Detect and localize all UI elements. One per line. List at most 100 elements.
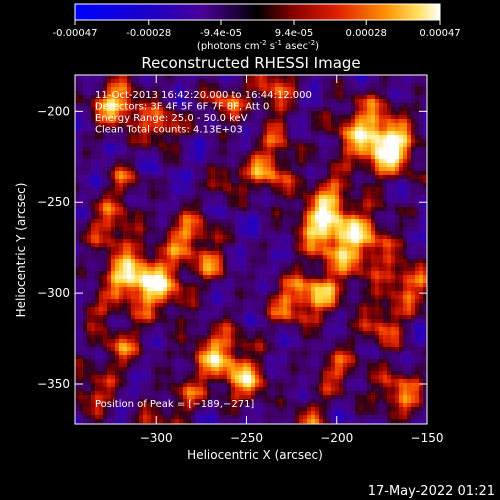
heatmap-cell: [315, 191, 319, 195]
heatmap-cell: [303, 287, 307, 291]
heatmap-cell: [187, 87, 191, 91]
heatmap-cell: [143, 243, 147, 247]
heatmap-cell: [239, 279, 243, 283]
heatmap-cell: [119, 291, 123, 295]
heatmap-cell: [99, 79, 103, 83]
heatmap-cell: [303, 247, 307, 251]
heatmap-cell: [239, 179, 243, 183]
heatmap-cell: [403, 295, 407, 299]
heatmap-cell: [175, 287, 179, 291]
heatmap-cell: [363, 259, 367, 263]
heatmap-cell: [295, 167, 299, 171]
heatmap-cell: [379, 171, 383, 175]
heatmap-cell: [299, 143, 303, 147]
heatmap-cell: [271, 183, 275, 187]
heatmap-cell: [75, 287, 79, 291]
heatmap-cell: [263, 95, 267, 99]
heatmap-cell: [331, 75, 335, 79]
heatmap-cell: [259, 103, 263, 107]
heatmap-cell: [247, 115, 251, 119]
heatmap-cell: [115, 119, 119, 123]
heatmap-cell: [403, 163, 407, 167]
heatmap-cell: [383, 199, 387, 203]
heatmap-cell: [295, 195, 299, 199]
heatmap-cell: [143, 187, 147, 191]
heatmap-cell: [367, 159, 371, 163]
heatmap-cell: [99, 191, 103, 195]
heatmap-cell: [355, 275, 359, 279]
heatmap-cell: [239, 203, 243, 207]
heatmap-cell: [295, 131, 299, 135]
heatmap-cell: [331, 251, 335, 255]
heatmap-cell: [415, 127, 419, 131]
heatmap-cell: [371, 223, 375, 227]
heatmap-cell: [379, 107, 383, 111]
heatmap-cell: [111, 179, 115, 183]
heatmap-cell: [391, 159, 395, 163]
heatmap-cell: [359, 247, 363, 251]
heatmap-cell: [391, 227, 395, 231]
heatmap-cell: [183, 87, 187, 91]
heatmap-cell: [195, 123, 199, 127]
heatmap-cell: [99, 291, 103, 295]
heatmap-cell: [187, 299, 191, 303]
heatmap-cell: [183, 95, 187, 99]
heatmap-cell: [195, 171, 199, 175]
heatmap-cell: [399, 279, 403, 283]
heatmap-cell: [119, 231, 123, 235]
heatmap-cell: [79, 243, 83, 247]
heatmap-cell: [191, 263, 195, 267]
heatmap-cell: [87, 263, 91, 267]
heatmap-cell: [95, 263, 99, 267]
heatmap-cell: [339, 215, 343, 219]
heatmap-cell: [239, 259, 243, 263]
heatmap-cell: [335, 171, 339, 175]
heatmap-cell: [291, 87, 295, 91]
heatmap-cell: [179, 171, 183, 175]
heatmap-cell: [79, 119, 83, 123]
heatmap-cell: [299, 119, 303, 123]
heatmap-cell: [147, 79, 151, 83]
heatmap-cell: [163, 191, 167, 195]
heatmap-cell: [147, 171, 151, 175]
heatmap-cell: [223, 295, 227, 299]
heatmap-cell: [271, 175, 275, 179]
heatmap-cell: [403, 175, 407, 179]
heatmap-cell: [307, 231, 311, 235]
heatmap-cell: [415, 175, 419, 179]
heatmap-cell: [79, 95, 83, 99]
heatmap-cell: [267, 291, 271, 295]
heatmap-cell: [155, 203, 159, 207]
heatmap-cell: [147, 231, 151, 235]
heatmap-cell: [155, 163, 159, 167]
heatmap-cell: [103, 223, 107, 227]
heatmap-cell: [419, 199, 423, 203]
heatmap-cell: [423, 151, 427, 155]
heatmap-cell: [283, 163, 287, 167]
heatmap-cell: [303, 251, 307, 255]
heatmap-cell: [343, 187, 347, 191]
heatmap-cell: [147, 151, 151, 155]
heatmap-cell: [103, 215, 107, 219]
heatmap-cell: [295, 231, 299, 235]
heatmap-cell: [175, 215, 179, 219]
heatmap-cell: [207, 135, 211, 139]
heatmap-cell: [179, 135, 183, 139]
heatmap-cell: [171, 127, 175, 131]
heatmap-cell: [407, 111, 411, 115]
heatmap-cell: [211, 171, 215, 175]
heatmap-cell: [251, 99, 255, 103]
heatmap-cell: [403, 259, 407, 263]
heatmap-cell: [143, 231, 147, 235]
heatmap-cell: [111, 119, 115, 123]
heatmap-cell: [347, 263, 351, 267]
heatmap-cell: [247, 123, 251, 127]
heatmap-cell: [391, 87, 395, 91]
heatmap-cell: [159, 99, 163, 103]
heatmap-cell: [179, 75, 183, 79]
heatmap-cell: [163, 271, 167, 275]
heatmap-cell: [363, 223, 367, 227]
heatmap-cell: [339, 107, 343, 111]
heatmap-cell: [263, 79, 267, 83]
heatmap-cell: [267, 83, 271, 87]
